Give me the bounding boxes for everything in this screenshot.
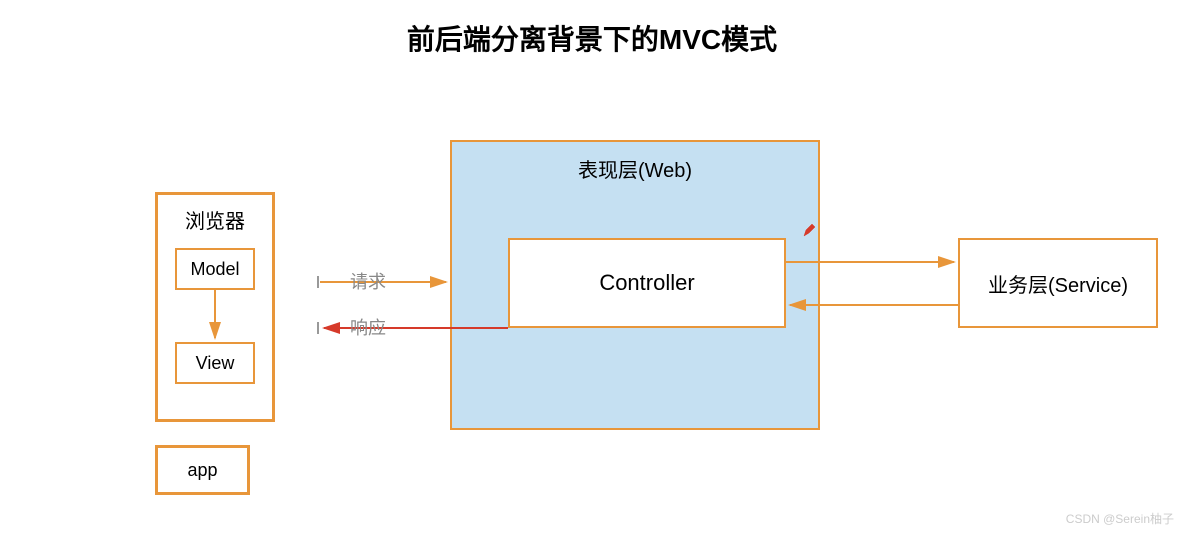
arrow-from-service — [0, 0, 1184, 535]
pen-cursor-icon — [803, 224, 817, 238]
watermark: CSDN @Serein柚子 — [1066, 510, 1174, 527]
